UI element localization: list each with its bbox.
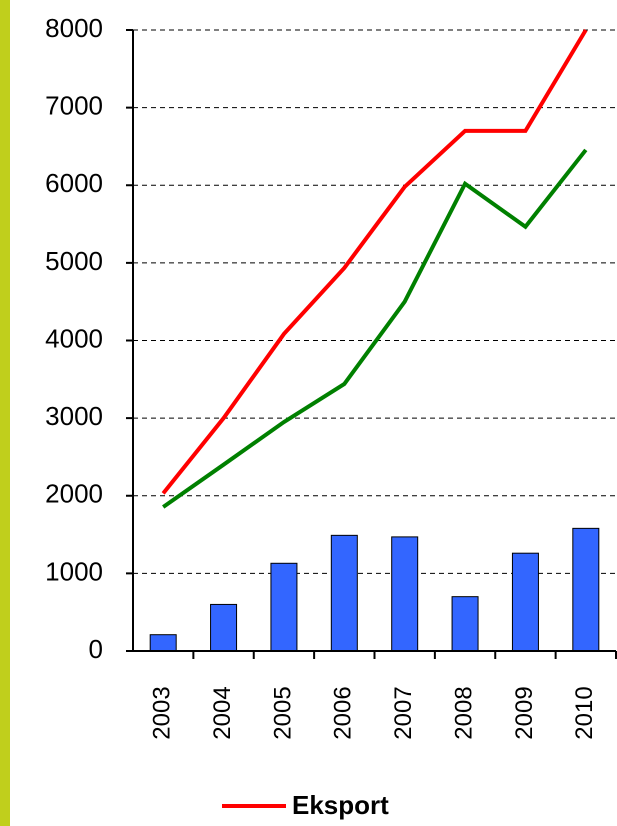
x-tick-label: 2008: [450, 686, 477, 739]
x-tick-label: 2005: [269, 686, 296, 739]
bar: [572, 527, 600, 652]
x-tick-label: 2003: [149, 686, 176, 739]
x-tick-label: 2006: [330, 686, 357, 739]
line-series: [161, 28, 588, 495]
y-tick-label: 6000: [45, 168, 103, 198]
line-series: [162, 148, 588, 509]
y-tick-label: 2000: [45, 479, 103, 509]
bar: [330, 534, 358, 652]
x-tick-label: 2007: [390, 686, 417, 739]
bar: [451, 596, 479, 652]
bar: [270, 562, 298, 652]
x-tick-label: 2009: [511, 686, 538, 739]
side-strip: [0, 0, 10, 826]
y-tick-label: 5000: [45, 246, 103, 276]
y-tick-label: 0: [89, 634, 103, 664]
y-tick-label: 7000: [45, 91, 103, 121]
y-tick-label: 3000: [45, 401, 103, 431]
bar: [391, 536, 419, 652]
y-tick-label: 1000: [45, 556, 103, 586]
y-tick-label: 8000: [45, 13, 103, 43]
bar: [210, 603, 238, 652]
bar: [511, 552, 539, 652]
x-tick-label: 2010: [571, 686, 598, 739]
bar: [149, 634, 177, 652]
y-tick-label: 4000: [45, 323, 103, 353]
x-tick-label: 2004: [209, 686, 236, 739]
legend-label: Eksport: [292, 790, 389, 820]
